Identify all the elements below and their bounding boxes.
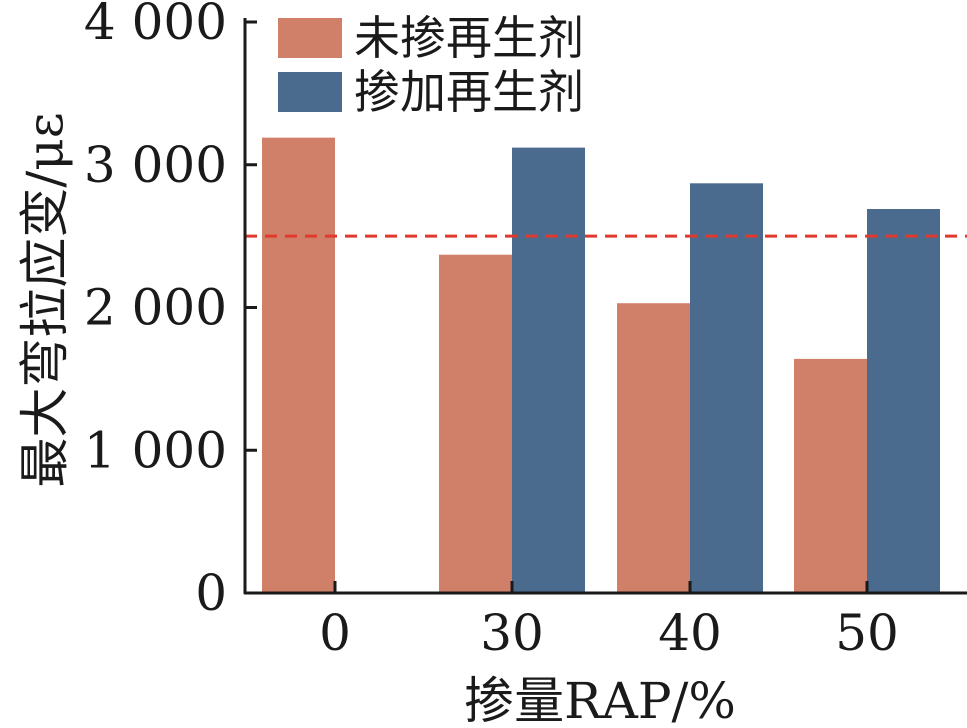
legend-swatch bbox=[278, 72, 342, 112]
y-tick-label: 0 bbox=[195, 564, 227, 622]
legend-label: 未掺再生剂 bbox=[354, 11, 584, 65]
bar-no-rejuvenator-30 bbox=[439, 254, 512, 593]
x-axis-title: 掺量RAP/% bbox=[464, 672, 736, 728]
y-ticks-group: 0 1 000 2 000 3 000 4 000 bbox=[84, 0, 257, 622]
y-tick-label: 1 000 bbox=[84, 421, 227, 479]
legend-swatch bbox=[278, 18, 342, 58]
legend-label: 掺加再生剂 bbox=[354, 65, 584, 119]
x-tick-label: 30 bbox=[480, 604, 544, 662]
x-tick-label: 50 bbox=[835, 604, 899, 662]
y-tick-label: 4 000 bbox=[84, 0, 227, 51]
bar-with-rejuvenator-40 bbox=[690, 183, 763, 593]
bar-with-rejuvenator-30 bbox=[512, 147, 585, 593]
y-tick-label: 2 000 bbox=[84, 279, 227, 337]
bar-no-rejuvenator-0 bbox=[262, 137, 335, 593]
x-tick-label: 40 bbox=[658, 604, 722, 662]
y-tick-label: 3 000 bbox=[84, 136, 227, 194]
x-tick-label: 0 bbox=[319, 604, 351, 662]
bar-no-rejuvenator-40 bbox=[617, 303, 690, 593]
bar-no-rejuvenator-50 bbox=[794, 358, 867, 593]
x-ticks-group: 0 30 40 50 bbox=[319, 581, 899, 662]
y-axis-title: 最大弯拉应变/με bbox=[16, 112, 74, 487]
bar-with-rejuvenator-50 bbox=[867, 209, 940, 593]
bars-group bbox=[262, 137, 940, 593]
